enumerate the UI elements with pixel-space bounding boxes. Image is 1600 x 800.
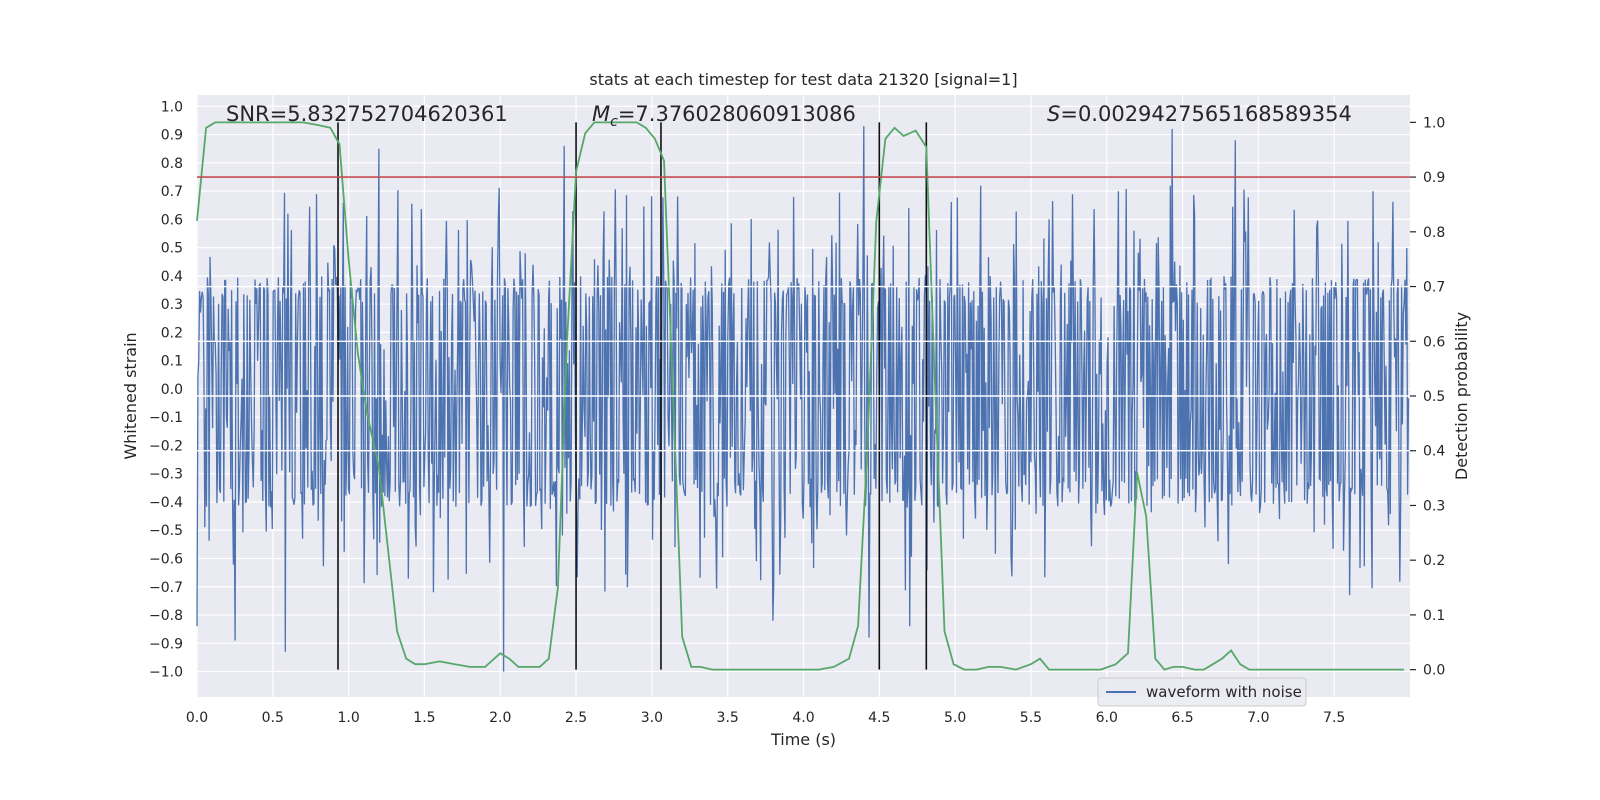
y-tick-label: 0.8 xyxy=(161,156,183,172)
legend: waveform with noise xyxy=(1097,677,1307,707)
y2-tick-label: 1.0 xyxy=(1423,115,1445,131)
waveform-series xyxy=(196,126,1410,672)
x-axis-label: Time (s) xyxy=(770,730,836,749)
x-tick-label: 6.5 xyxy=(1171,710,1193,726)
x-tick-label: 1.5 xyxy=(413,710,435,726)
x-tick-label: 1.0 xyxy=(337,710,359,726)
y2-gridlines xyxy=(197,285,1410,452)
y-tick-label: 0.5 xyxy=(161,241,183,257)
chirp-mass-value: =7.376028060913086 xyxy=(618,102,856,126)
y2-tick-label: 0.8 xyxy=(1423,225,1445,241)
x-tick-label: 2.5 xyxy=(565,710,587,726)
x-tick-label: 3.5 xyxy=(717,710,739,726)
y-tick-label: 0.4 xyxy=(161,269,183,285)
y-tick-label: −0.2 xyxy=(149,438,183,454)
y-tick-label: 0.9 xyxy=(161,128,183,144)
y-tick-label: 0.1 xyxy=(161,354,183,370)
x-tick-label: 5.5 xyxy=(1020,710,1042,726)
s-value: =0.0029427565168589354 xyxy=(1060,102,1352,126)
x-tick-label: 7.0 xyxy=(1247,710,1269,726)
y-tick-label: −0.1 xyxy=(149,410,183,426)
x-tick-label: 6.0 xyxy=(1096,710,1118,726)
x-tick-label: 3.0 xyxy=(641,710,663,726)
y-tick-label: −0.6 xyxy=(149,552,183,568)
chirp-mass-subscript: c xyxy=(610,114,618,130)
y-tick-label: 0.6 xyxy=(161,212,183,228)
y-axis-label: Whitened strain xyxy=(121,332,140,459)
y-tick-label: −0.4 xyxy=(149,495,183,511)
detection-probability-line xyxy=(196,121,1404,671)
legend-label-waveform: waveform with noise xyxy=(1146,683,1302,701)
s-annotation: S=0.0029427565168589354 xyxy=(1047,102,1352,126)
y2-tick-label: 0.5 xyxy=(1423,389,1445,405)
chirp-mass-annotation: Mc=7.376028060913086 xyxy=(592,102,856,130)
y2-tick-label: 0.2 xyxy=(1423,553,1445,569)
s-symbol: S xyxy=(1047,102,1060,126)
y-tick-label: 0.0 xyxy=(161,382,183,398)
y2-tick-label: 0.9 xyxy=(1423,170,1445,186)
y-tick-label: −0.5 xyxy=(149,523,183,539)
y-tick-labels: 1.0 0.9 0.8 0.7 0.6 0.5 0.4 0.3 0.2 0.1 0.0 −0.1 −0.… xyxy=(149,99,183,680)
x-tick-label: 2.0 xyxy=(489,710,511,726)
chart-title: stats at each timestep for test data 213… xyxy=(589,70,1017,89)
y2-tick-label: 0.1 xyxy=(1423,608,1445,624)
y-tick-label: 0.2 xyxy=(161,325,183,341)
y-tick-label: 1.0 xyxy=(161,99,183,115)
x-tick-label: 4.5 xyxy=(868,710,890,726)
y2-tick-label: 0.4 xyxy=(1423,444,1445,460)
x-tick-labels: 0.0 0.5 1.0 1.5 2.0 2.5 3.0 3.5 4.0 4.5 5.0 5.5 6.0 6… xyxy=(186,710,1345,726)
y2-axis-label: Detection probability xyxy=(1452,312,1471,480)
y2-tick-labels: 1.0 0.9 0.8 0.7 0.6 0.5 0.4 0.3 0.2 0.1 0.0 xyxy=(1410,115,1445,679)
legend-box xyxy=(1097,677,1307,707)
detection-probability-series xyxy=(196,121,1404,671)
y2-tick-label: 0.7 xyxy=(1423,280,1445,296)
x-tick-label: 7.5 xyxy=(1323,710,1345,726)
y-tick-label: −0.7 xyxy=(149,580,183,596)
waveform-line xyxy=(196,126,1410,672)
x-tick-label: 0.5 xyxy=(262,710,284,726)
x-tick-label: 4.0 xyxy=(792,710,814,726)
y-tick-label: 0.7 xyxy=(161,184,183,200)
y-tick-label: 0.3 xyxy=(161,297,183,313)
y-tick-label: −0.9 xyxy=(149,636,183,652)
y-tick-label: −1.0 xyxy=(149,665,183,681)
x-tick-label: 0.0 xyxy=(186,710,208,726)
y-tick-label: −0.8 xyxy=(149,608,183,624)
x-tick-label: 5.0 xyxy=(944,710,966,726)
y-tick-label: −0.3 xyxy=(149,467,183,483)
snr-annotation: SNR=5.832752704620361 xyxy=(226,102,508,126)
y2-tick-label: 0.0 xyxy=(1423,663,1445,679)
chirp-mass-symbol: M xyxy=(592,102,610,126)
y2-tick-label: 0.6 xyxy=(1423,334,1445,350)
y2-tick-label: 0.3 xyxy=(1423,498,1445,514)
